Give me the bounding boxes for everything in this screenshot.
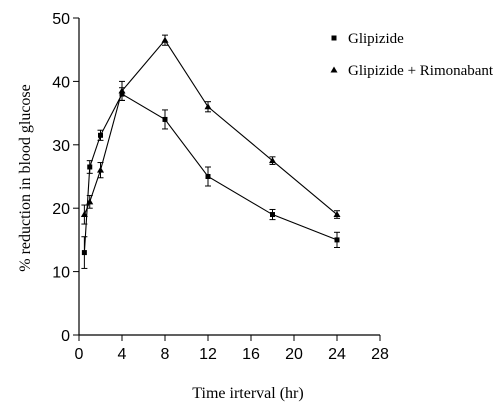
data-point [161, 36, 169, 43]
x-tick-label: 4 [118, 346, 127, 363]
x-tick-label: 20 [285, 346, 303, 363]
data-point [86, 198, 94, 205]
legend: Glipizide Glipizide + Rimonabant [330, 31, 494, 79]
axes [73, 17, 381, 341]
data-point [118, 87, 126, 94]
data-point [87, 164, 93, 170]
data-point [204, 103, 212, 110]
y-axis-title: % reduction in blood glucose [17, 84, 34, 272]
x-axis-title: Time irterval (hr) [192, 385, 303, 402]
y-tick-label: 50 [52, 11, 70, 28]
data-point [80, 211, 88, 218]
data-point [81, 250, 87, 256]
y-tick-label: 10 [52, 265, 70, 282]
series-line [83, 39, 338, 215]
legend-label: Glipizide + Rimonabant [348, 63, 494, 79]
y-tick-label: 20 [52, 201, 70, 218]
series-line [83, 93, 338, 253]
legend-marker [330, 66, 338, 73]
legend-marker [331, 35, 337, 41]
data-point [205, 174, 211, 179]
series-2 [80, 34, 341, 225]
x-tick-label: 8 [161, 346, 170, 363]
x-tick-label: 12 [199, 346, 217, 363]
y-tick-label: 40 [52, 74, 70, 91]
y-tick-label: 0 [61, 328, 70, 345]
data-point [162, 116, 168, 122]
y-tick-label: 30 [52, 138, 70, 155]
series-1 [81, 87, 340, 269]
data-point [97, 166, 104, 173]
x-tick-label: 16 [242, 346, 260, 363]
x-tick-label: 24 [328, 346, 346, 363]
legend-label: Glipizide [348, 31, 404, 47]
series-layer [80, 34, 341, 269]
x-tick-label: 28 [371, 346, 389, 363]
data-point [334, 237, 340, 243]
data-point [98, 132, 103, 138]
data-point [270, 212, 275, 218]
data-point [333, 211, 341, 218]
tick-labels: 0 4 8 12 16 20 24 28 0 10 20 30 40 50 [52, 11, 389, 363]
x-tick-label: 0 [75, 346, 84, 363]
data-point [269, 157, 276, 164]
